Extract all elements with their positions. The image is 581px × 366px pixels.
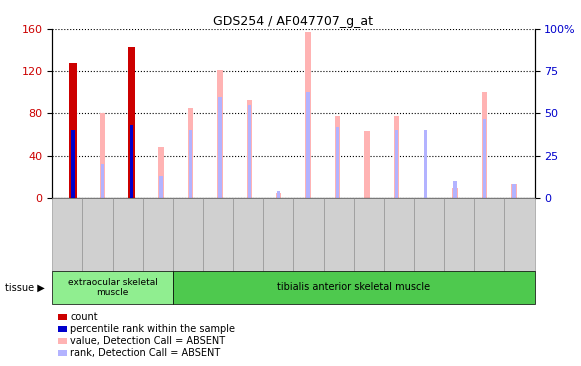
Text: tissue ▶: tissue ▶ [5, 282, 44, 292]
Text: value, Detection Call = ABSENT: value, Detection Call = ABSENT [70, 336, 225, 346]
Bar [58, 314, 67, 320]
Bar [293, 198, 324, 271]
Bar [324, 198, 354, 271]
Bar [173, 198, 203, 271]
Bar [394, 116, 399, 198]
Bar [306, 33, 311, 198]
Text: count: count [70, 311, 98, 322]
Bar [58, 350, 67, 356]
Bar [444, 198, 474, 271]
Bar [483, 119, 486, 198]
Bar [335, 116, 340, 198]
Bar [504, 198, 535, 271]
Bar [511, 184, 517, 198]
Bar [512, 184, 516, 198]
Bar [277, 191, 281, 198]
Bar [414, 198, 444, 271]
Bar [474, 198, 504, 271]
Title: GDS254 / AF047707_g_at: GDS254 / AF047707_g_at [213, 15, 374, 28]
Bar [101, 164, 104, 198]
Bar [203, 198, 233, 271]
Bar [453, 181, 457, 198]
Bar [247, 100, 252, 198]
Bar [83, 198, 113, 271]
Bar [354, 198, 384, 271]
Text: percentile rank within the sample: percentile rank within the sample [70, 324, 235, 334]
Bar [336, 127, 339, 198]
Text: tibialis anterior skeletal muscle: tibialis anterior skeletal muscle [277, 282, 431, 292]
Bar [276, 193, 281, 198]
Bar [263, 198, 293, 271]
Bar [52, 271, 173, 304]
Bar [217, 70, 223, 198]
Bar [143, 198, 173, 271]
Bar [306, 92, 310, 198]
Bar [189, 130, 192, 198]
Bar [128, 47, 135, 198]
Bar [453, 188, 458, 198]
Bar [69, 63, 77, 198]
Bar [58, 338, 67, 344]
Bar [113, 198, 143, 271]
Text: extraocular skeletal
muscle: extraocular skeletal muscle [67, 277, 157, 297]
Bar [188, 108, 193, 198]
Bar [71, 130, 74, 198]
Text: rank, Detection Call = ABSENT: rank, Detection Call = ABSENT [70, 348, 221, 358]
Bar [233, 198, 263, 271]
Bar [394, 130, 398, 198]
Bar [364, 131, 370, 198]
Bar [218, 97, 222, 198]
Bar [482, 92, 487, 198]
Bar [424, 130, 428, 198]
Bar [159, 176, 163, 198]
Bar [248, 105, 251, 198]
Bar [58, 326, 67, 332]
Bar [99, 113, 105, 198]
Bar [130, 125, 134, 198]
Bar [159, 147, 164, 198]
Bar [52, 198, 83, 271]
Bar [384, 198, 414, 271]
Bar [173, 271, 535, 304]
